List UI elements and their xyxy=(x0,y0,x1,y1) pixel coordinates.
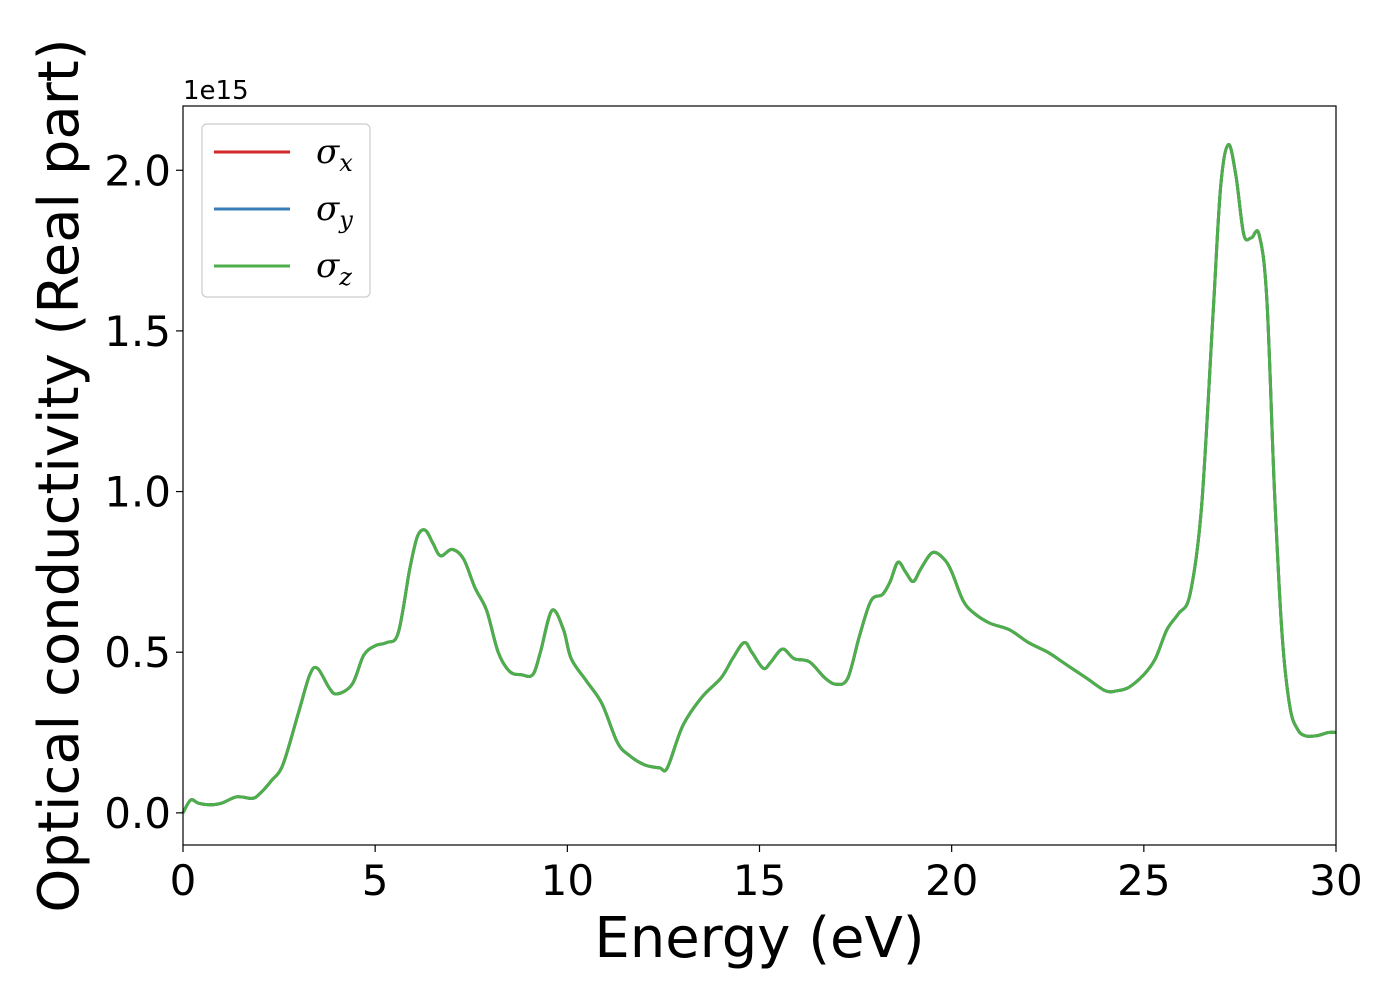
x-tick-label: 15 xyxy=(733,856,786,905)
y-tick-label: 1.5 xyxy=(104,307,171,356)
y-axis-title: Optical conductivity (Real part) xyxy=(27,38,92,912)
x-tick-label: 20 xyxy=(925,856,978,905)
x-tick-label: 10 xyxy=(541,856,594,905)
y-tick-label: 0.0 xyxy=(104,789,171,838)
legend-label-y: σy xyxy=(316,189,353,234)
legend-label-z: σz xyxy=(316,246,352,291)
x-tick-label: 25 xyxy=(1117,856,1170,905)
x-axis-ticks: 0 5 10 15 20 25 30 xyxy=(170,845,1363,905)
series-line-3 xyxy=(181,143,1337,814)
legend-label-x: σx xyxy=(316,132,353,177)
x-tick-label: 30 xyxy=(1309,856,1362,905)
y-tick-label: 0.5 xyxy=(104,628,171,677)
y-offset-label: 1e15 xyxy=(183,76,249,106)
x-axis-title: Energy (eV) xyxy=(594,906,924,971)
series-layer xyxy=(181,143,1337,814)
x-tick-label: 5 xyxy=(362,856,389,905)
x-tick-label: 0 xyxy=(170,856,197,905)
y-axis-ticks: 0.0 0.5 1.0 1.5 2.0 xyxy=(104,146,183,838)
y-tick-label: 2.0 xyxy=(104,146,171,195)
y-tick-label: 1.0 xyxy=(104,468,171,517)
legend: σx σy σz xyxy=(201,123,371,298)
